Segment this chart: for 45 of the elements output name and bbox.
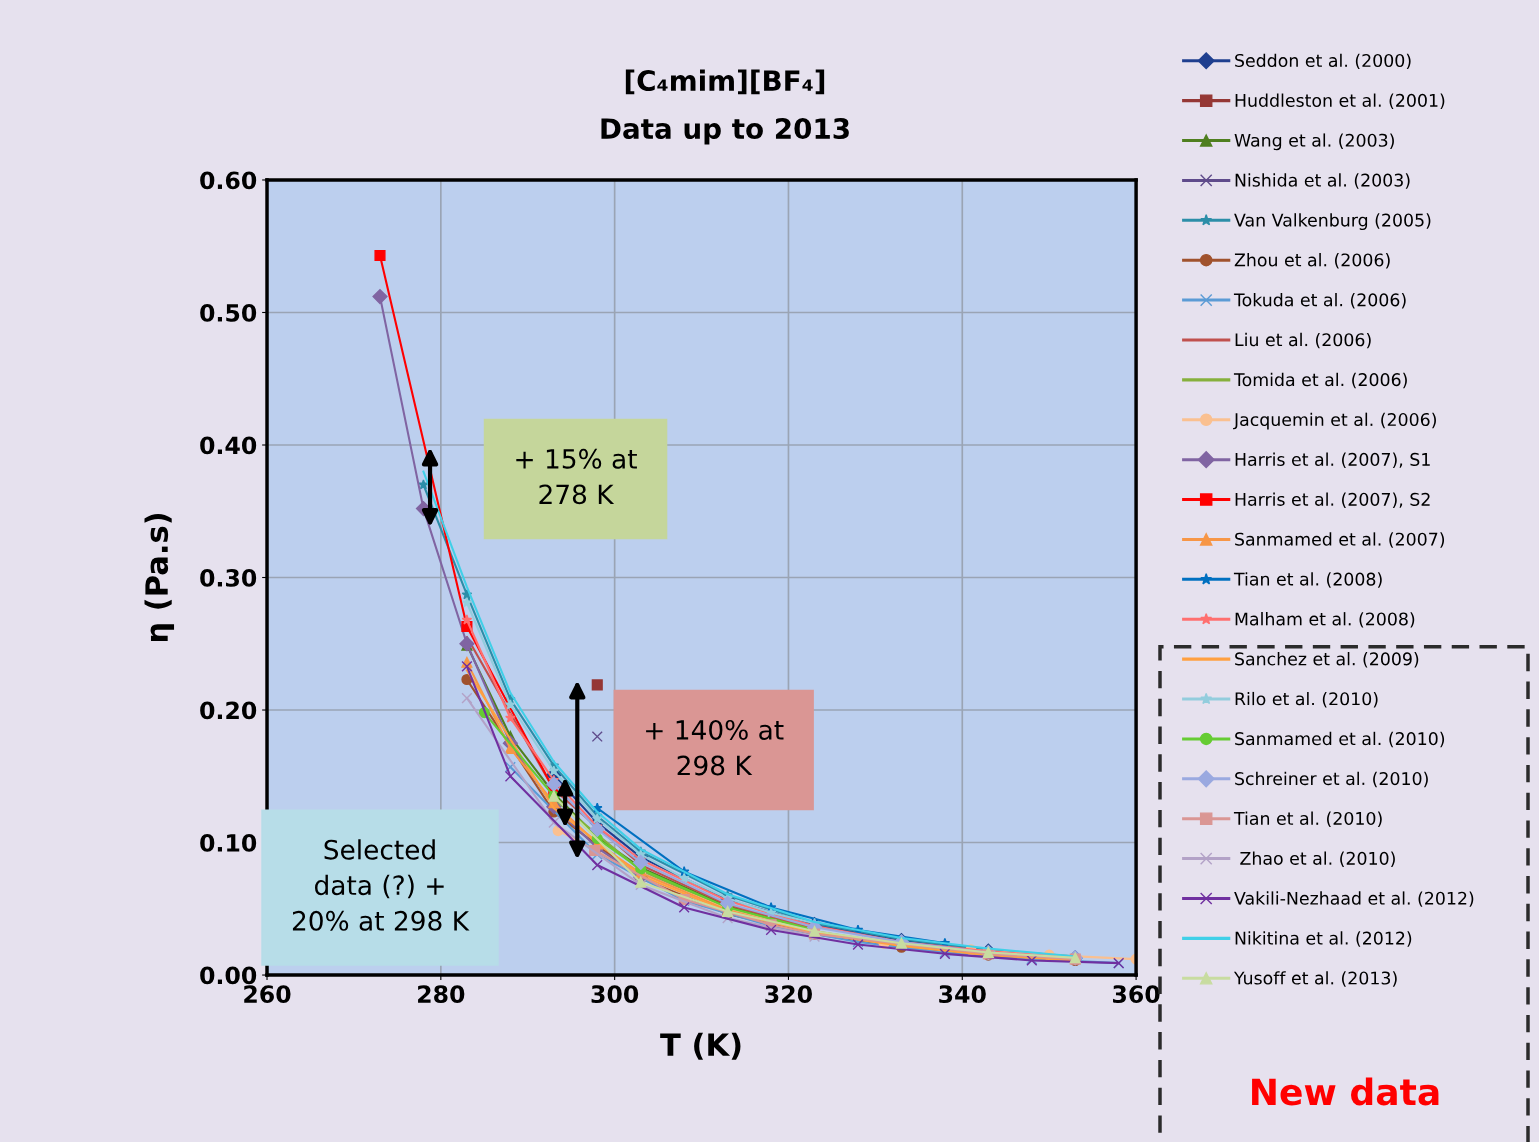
legend-label: Tian et al. (2010) xyxy=(1233,811,1382,828)
x-tick-label: 260 xyxy=(244,985,291,1004)
annotation: Selected data (?) + 20% at 298 K xyxy=(292,839,470,931)
legend-label: Liu et al. (2006) xyxy=(1235,332,1371,349)
x-tick-label: 320 xyxy=(765,985,812,1004)
chart-title: [C₄mim][BF₄] xyxy=(625,69,825,95)
legend-label: Nishida et al. (2003) xyxy=(1235,173,1410,189)
legend-label: Rilo et al. (2010) xyxy=(1235,691,1378,708)
x-tick-label: 360 xyxy=(1113,985,1160,1004)
y-tick-label: 0.10 xyxy=(200,833,257,852)
x-tick-label: 300 xyxy=(591,985,639,1004)
legend-label: Harris et al. (2007), S2 xyxy=(1235,492,1430,508)
x-tick-label: 340 xyxy=(939,985,986,1004)
legend-label: Zhao et al. (2010) xyxy=(1240,851,1395,867)
y-tick-label: 0.20 xyxy=(200,701,257,720)
legend-label: Yusoff et al. (2013) xyxy=(1233,971,1397,987)
annotation: + 15% at 278 K xyxy=(516,448,637,505)
y-tick-label: 0.40 xyxy=(200,436,257,455)
x-tick-label: 280 xyxy=(418,985,465,1004)
chart-subtitle: Data up to 2013 xyxy=(601,118,849,145)
legend-label: Schreiner et al. (2010) xyxy=(1235,771,1428,788)
y-tick-label: 0.60 xyxy=(200,171,257,190)
y-tick-label: 0.30 xyxy=(200,568,257,587)
x-axis-title: T (K) xyxy=(660,1032,741,1060)
legend-label: Tokuda et al. (2006) xyxy=(1233,292,1406,309)
legend-label: Van Valkenburg (2005) xyxy=(1234,213,1431,230)
legend-label: Nikitina et al. (2012) xyxy=(1235,931,1412,947)
y-axis-title: η (Pa.s) xyxy=(144,513,175,642)
y-tick-label: 0.00 xyxy=(200,966,257,985)
legend-label: Malham et al. (2008) xyxy=(1235,612,1415,628)
legend-label: Jacquemin et al. (2006) xyxy=(1233,412,1436,430)
legend-label: Vakili-Nezhaad et al. (2012) xyxy=(1234,891,1474,907)
text: New data xyxy=(1252,1077,1439,1106)
legend-label: Zhou et al. (2006) xyxy=(1234,253,1390,269)
legend-label: Tian et al. (2008) xyxy=(1233,572,1382,588)
legend-label: Sanmamed et al. (2007) xyxy=(1235,532,1445,548)
legend-label: Sanchez et al. (2009) xyxy=(1235,652,1419,668)
legend-label: Tomida et al. (2006) xyxy=(1233,372,1407,389)
y-tick-label: 0.50 xyxy=(200,303,257,322)
annotation: + 140% at 298 K xyxy=(646,719,784,776)
legend-label: Wang et al. (2003) xyxy=(1234,133,1394,151)
legend-label: Sanmamed et al. (2010) xyxy=(1235,731,1445,748)
legend-label: Huddleston et al. (2001) xyxy=(1235,93,1445,109)
legend-label: Seddon et al. (2000) xyxy=(1235,53,1411,70)
legend-label: Harris et al. (2007), S1 xyxy=(1235,452,1430,469)
